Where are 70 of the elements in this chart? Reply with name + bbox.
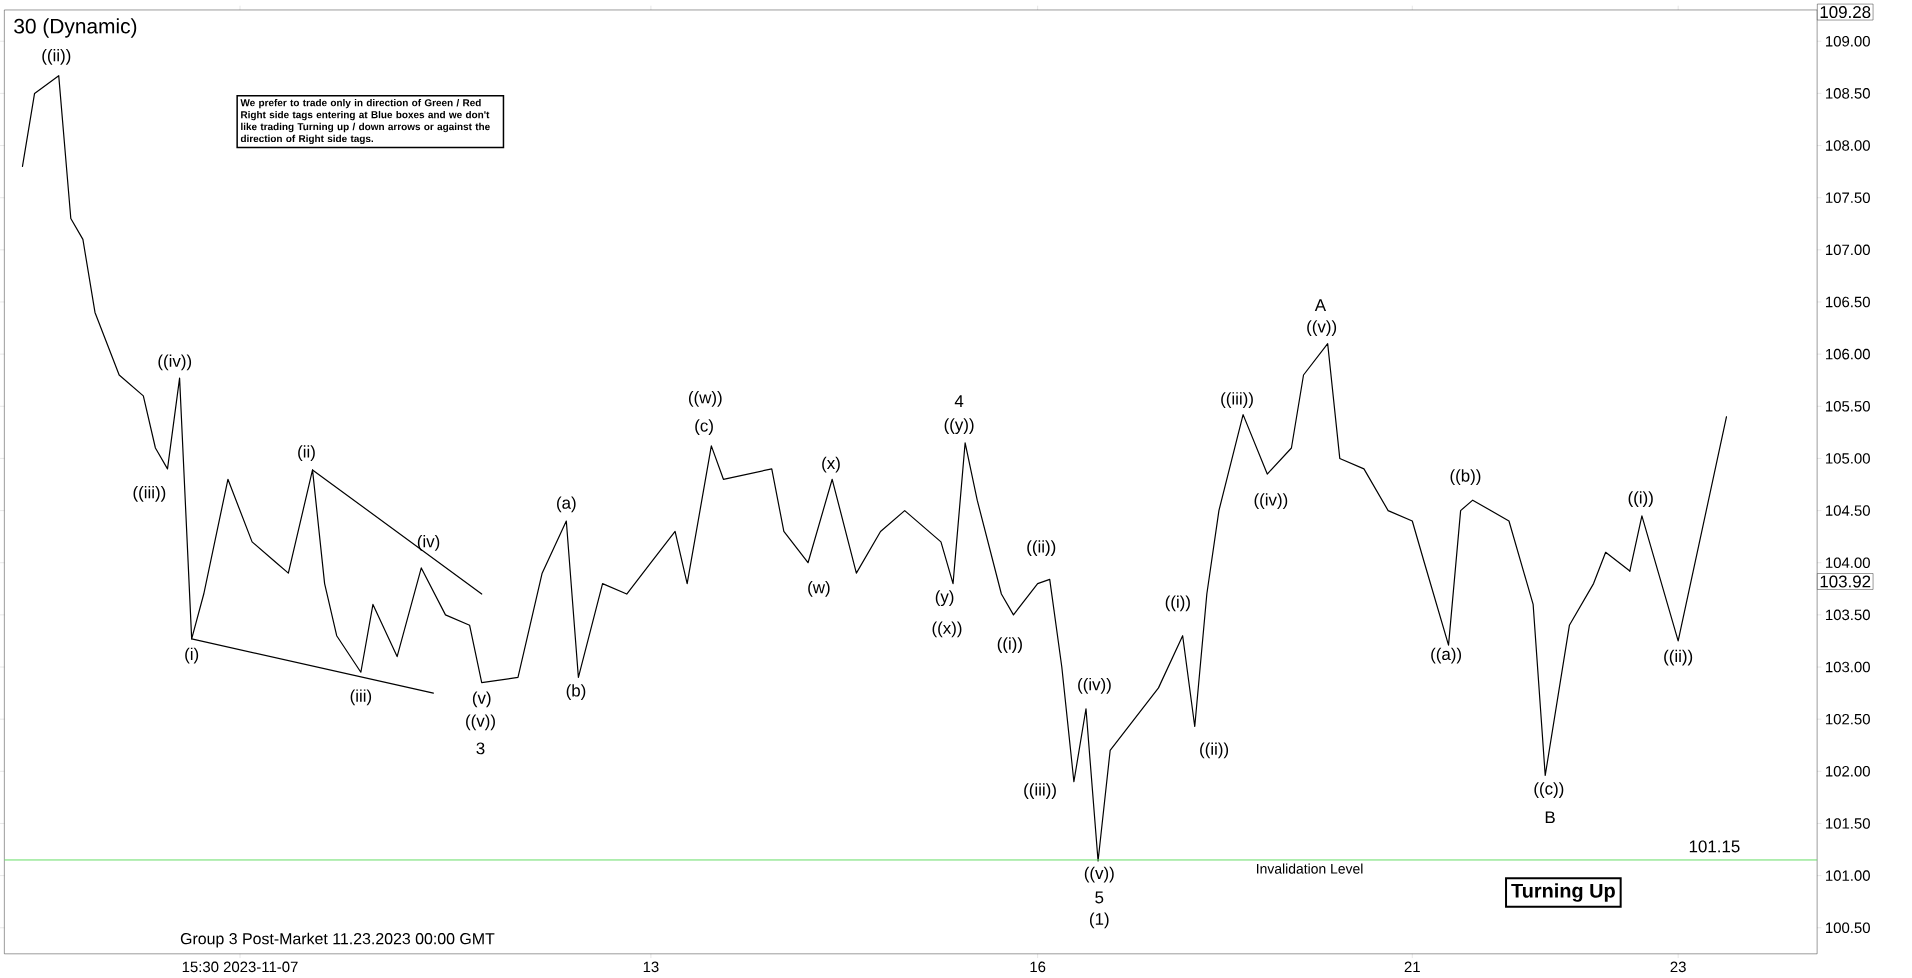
y-tick-label: 104.50 <box>1826 505 1870 516</box>
annotation: A <box>1314 299 1327 312</box>
annotation: ((y)) <box>944 418 974 435</box>
annotation: ((c)) <box>1534 782 1564 799</box>
x-tick-label: 13 <box>643 961 659 973</box>
y-tick-label: 104.00 <box>1826 557 1870 569</box>
x-tick-label: 23 <box>1670 961 1686 973</box>
annotation: We prefer to trade only in direction of Green / Red Right side tags entering at Blue boxes and we don't like trading Turning up / down arrows or against the direction of Right side tags. <box>240 99 490 145</box>
y-tick-label: 101.00 <box>1826 870 1870 881</box>
y-tick-label: 106.00 <box>1826 348 1870 360</box>
text: 109.28 <box>1820 6 1871 19</box>
annotation: ((iii)) <box>1024 783 1056 800</box>
y-tick-label: 103.00 <box>1826 661 1870 673</box>
annotation: ((iv)) <box>1254 493 1288 510</box>
annotation: ((v)) <box>1084 866 1114 883</box>
x-tick-label: 21 <box>1404 961 1420 973</box>
annotation: ((iv)) <box>158 354 192 371</box>
annotation: (w) <box>808 581 830 597</box>
y-tick-label: 107.00 <box>1826 244 1870 256</box>
annotation: (x) <box>822 456 840 473</box>
text: 103.92 <box>1820 575 1871 588</box>
y-tick-label: 108.00 <box>1826 140 1870 151</box>
annotation: ((i)) <box>1165 595 1190 612</box>
annotation: ((ii)) <box>1664 649 1693 666</box>
annotation: Group 3 Post-Market 11.23.2023 00:00 GMT <box>180 932 495 948</box>
y-tick-label: 102.50 <box>1826 713 1870 725</box>
annotation: ((ii)) <box>1027 540 1056 557</box>
annotation: (c) <box>695 419 713 436</box>
y-tick-label: 102.00 <box>1826 766 1870 777</box>
annotation: ((v)) <box>1307 320 1337 337</box>
annotation: B <box>1545 811 1555 824</box>
annotation: ((i)) <box>997 637 1022 654</box>
annotation: Turning Up <box>1511 883 1615 902</box>
annotation: (b) <box>566 684 586 701</box>
annotation: (ii) <box>298 445 315 462</box>
y-tick-label: 108.50 <box>1826 88 1870 99</box>
x-tick-label: 15:30 2023-11-07 <box>182 961 298 973</box>
annotation: ((b)) <box>1450 469 1481 486</box>
annotation: 4 <box>954 395 964 407</box>
y-tick-label: 101.50 <box>1826 818 1870 829</box>
y-tick-label: 107.50 <box>1826 192 1870 204</box>
annotation: ((a)) <box>1431 647 1462 664</box>
annotation: ((iii)) <box>133 486 166 502</box>
y-tick-label: 103.50 <box>1826 609 1870 621</box>
annotation: ((i)) <box>1628 491 1653 508</box>
annotation: ((ii)) <box>1200 742 1229 759</box>
annotation: ((iv)) <box>1078 678 1111 694</box>
annotation: 101.15 <box>1689 840 1740 853</box>
y-tick-label: 109.00 <box>1826 36 1870 47</box>
y-tick-label: 105.50 <box>1826 401 1870 412</box>
y-tick-label: 106.50 <box>1826 296 1870 308</box>
y-tick-label: 100.50 <box>1826 922 1870 934</box>
annotation: ((ii)) <box>42 49 71 65</box>
annotation: (iv) <box>417 535 440 551</box>
annotation: ((x)) <box>932 621 962 638</box>
annotation: ((iii)) <box>1221 392 1253 408</box>
annotation: ((v)) <box>466 714 495 731</box>
annotation: (1) <box>1089 912 1109 929</box>
annotation: 5 <box>1095 891 1104 904</box>
annotation: (v) <box>472 691 491 708</box>
annotation: (y) <box>935 590 954 607</box>
annotation: ((w)) <box>688 391 722 407</box>
annotation: (iii) <box>350 689 372 706</box>
x-tick-label: 16 <box>1030 961 1046 973</box>
annotation: 3 <box>476 742 485 755</box>
annotation: (i) <box>185 647 199 664</box>
ref-line-label: Invalidation Level <box>1257 863 1363 874</box>
chart-title: 30 (Dynamic) <box>14 18 137 38</box>
annotation: (a) <box>557 496 576 513</box>
y-tick-label: 105.00 <box>1826 453 1870 464</box>
